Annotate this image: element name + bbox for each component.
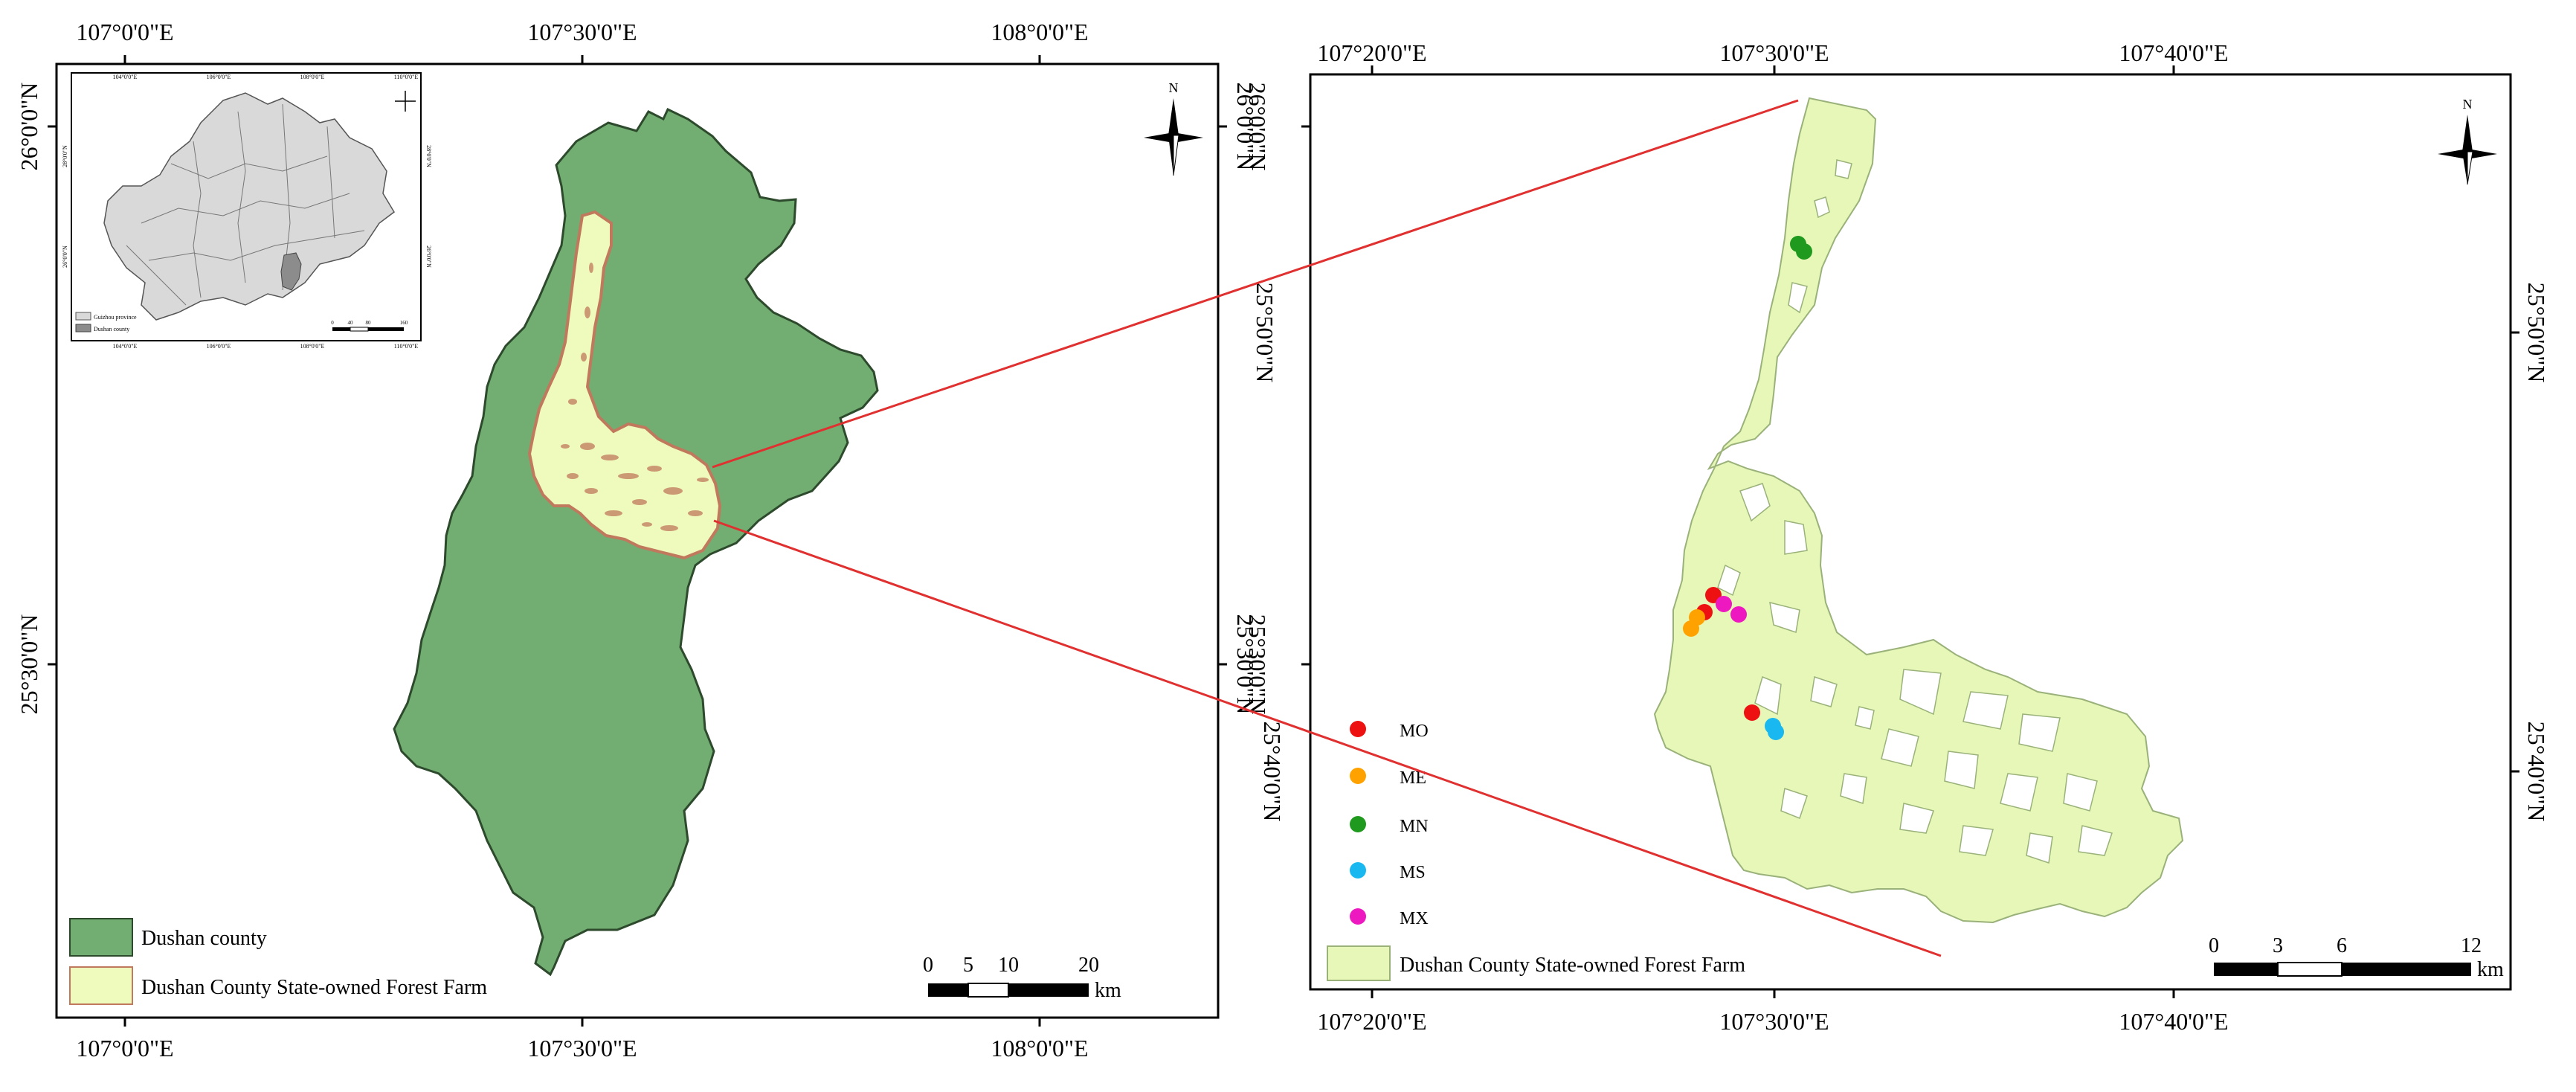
inset-lon-bottom-2: 106°0'0"E xyxy=(207,343,231,350)
north-arrow-left-icon: N xyxy=(1144,80,1203,176)
left-lon-top-2: 107°30'0"E xyxy=(527,19,637,45)
inset-lon-bottom-3: 108°0'0"E xyxy=(300,343,325,350)
point-legend-ms-label: MS xyxy=(1400,863,1426,882)
inset-legend-swatch-province xyxy=(75,312,91,321)
right-lat-left-1: 26°0'0"N xyxy=(1244,83,1271,171)
point-legend: MO ME MN MS MX xyxy=(1350,721,1429,928)
right-map-panel: 107°20'0"E 107°30'0"E 107°40'0"E 107°20'… xyxy=(1244,39,2550,1035)
inset-lat-left-1: 28°0'0"N xyxy=(62,145,68,167)
north-arrow-right-icon: N xyxy=(2438,97,2497,185)
point-mx-1 xyxy=(1716,596,1732,612)
inset-lat-left-2: 26°0'0"N xyxy=(62,245,68,268)
point-me-2 xyxy=(1683,620,1699,637)
right-lon-top-1: 107°20'0"E xyxy=(1317,39,1426,66)
left-lon-bottom-3: 108°0'0"E xyxy=(991,1035,1088,1062)
right-scalebar: 0 3 6 12 km xyxy=(2209,934,2504,981)
legend-swatch-county xyxy=(69,918,133,957)
legend-swatch-farm-right xyxy=(1327,945,1391,981)
left-lat-left-2: 25°30'0"N xyxy=(16,614,42,715)
guizhou-province-polygon xyxy=(103,92,395,321)
connector-line-top xyxy=(712,99,1799,469)
point-mo-3 xyxy=(1744,704,1760,721)
right-scale-unit: km xyxy=(2477,958,2504,981)
legend-label-county: Dushan county xyxy=(141,927,267,950)
point-legend-mo-marker xyxy=(1350,721,1366,737)
point-legend-mo-label: MO xyxy=(1400,722,1429,741)
left-scale-tick-3: 20 xyxy=(1078,954,1099,977)
left-lat-right-1: 26°0'0"N xyxy=(1232,83,1259,171)
farm-parcel-gaps xyxy=(561,263,709,531)
left-lon-top-3: 108°0'0"E xyxy=(991,19,1088,45)
svg-text:0: 0 xyxy=(331,320,334,326)
right-lon-bottom-3: 107°40'0"E xyxy=(2119,1008,2228,1035)
left-map-panel: 107°0'0"E 107°30'0"E 108°0'0"E 107°0'0"E… xyxy=(16,19,1259,1062)
inset-legend-swatch-county xyxy=(75,324,91,333)
inset-lat-right-2: 26°0'0"N xyxy=(425,245,432,268)
svg-text:N: N xyxy=(2463,97,2473,112)
svg-text:N: N xyxy=(1169,80,1179,95)
zoom-connector-lines xyxy=(712,99,1942,957)
point-mx-2 xyxy=(1730,606,1747,623)
farm-holes-right xyxy=(1717,159,2113,864)
left-lon-top-1: 107°0'0"E xyxy=(76,19,173,45)
right-lon-top-3: 107°40'0"E xyxy=(2119,39,2228,66)
point-legend-ms-marker xyxy=(1350,862,1366,879)
right-lon-top-2: 107°30'0"E xyxy=(1719,39,1829,66)
left-lat-right-2: 25°30'0"N xyxy=(1232,614,1259,715)
left-scale-unit: km xyxy=(1095,979,1121,1002)
right-lat-middle: 25°40'0"N xyxy=(1259,722,1286,822)
inset-legend-label-county: Dushan county xyxy=(94,326,129,333)
legend-swatch-farm-left xyxy=(69,966,133,1005)
point-legend-me-marker xyxy=(1350,768,1366,784)
left-scalebar: 0 5 10 20 km xyxy=(923,954,1121,1002)
inset-lat-right-1: 28°0'0"N xyxy=(425,145,432,167)
right-lon-bottom-2: 107°30'0"E xyxy=(1719,1008,1829,1035)
inset-lon-bottom-4: 110°0'0"E xyxy=(394,343,419,350)
left-lat-left-1: 26°0'0"N xyxy=(16,83,42,171)
left-legend: Dushan county Dushan County State-owned … xyxy=(69,918,487,1005)
connector-line-bottom xyxy=(713,519,1942,957)
left-scale-tick-2: 10 xyxy=(998,954,1019,977)
inset-lon-top-4: 110°0'0"E xyxy=(394,74,419,80)
right-lat-right-2: 25°40'0"N xyxy=(2523,722,2550,822)
legend-label-farm-left: Dushan County State-owned Forest Farm xyxy=(141,976,487,999)
right-scale-tick-2: 6 xyxy=(2337,934,2347,957)
inset-lon-top-1: 104°0'0"E xyxy=(113,74,138,80)
right-lat-right-1: 25°50'0"N xyxy=(2523,283,2550,383)
inset-lon-top-2: 106°0'0"E xyxy=(207,74,231,80)
point-ms-2 xyxy=(1768,724,1784,740)
inset-lon-top-3: 108°0'0"E xyxy=(300,74,325,80)
inset-lon-bottom-1: 104°0'0"E xyxy=(113,343,138,350)
right-scale-tick-1: 3 xyxy=(2273,934,2283,957)
left-scale-tick-0: 0 xyxy=(923,954,933,977)
point-mn-2 xyxy=(1796,243,1812,260)
inset-scalebar: 0 40 80 160 xyxy=(331,320,408,332)
inset-county-borders xyxy=(126,103,365,306)
right-legend: Dushan County State-owned Forest Farm xyxy=(1327,945,1745,981)
inset-locator-map: 104°0'0"E 106°0'0"E 108°0'0"E 110°0'0"E … xyxy=(62,72,432,350)
point-legend-mx-marker xyxy=(1350,908,1366,925)
point-legend-mx-label: MX xyxy=(1400,909,1429,928)
right-lat-left-2: 25°50'0"N xyxy=(1252,283,1278,383)
svg-text:80: 80 xyxy=(366,320,372,326)
svg-text:40: 40 xyxy=(348,320,354,326)
sample-points xyxy=(1683,236,1812,740)
inset-dushan-highlight xyxy=(280,252,302,291)
point-legend-mn-label: MN xyxy=(1400,817,1429,836)
right-lon-bottom-1: 107°20'0"E xyxy=(1317,1008,1426,1035)
svg-text:160: 160 xyxy=(400,320,408,326)
point-legend-mn-marker xyxy=(1350,816,1366,832)
left-scale-tick-1: 5 xyxy=(963,954,973,977)
right-scale-tick-3: 12 xyxy=(2461,934,2482,957)
inset-legend-label-province: Guizhou province xyxy=(94,314,137,321)
forest-farm-polygon-left xyxy=(527,210,722,560)
left-lon-bottom-2: 107°30'0"E xyxy=(527,1035,637,1062)
right-scale-tick-0: 0 xyxy=(2209,934,2219,957)
left-lon-bottom-1: 107°0'0"E xyxy=(76,1035,173,1062)
legend-label-farm-right: Dushan County State-owned Forest Farm xyxy=(1400,954,1745,977)
right-lat-left-3: 25°30'0"N xyxy=(1244,614,1271,715)
inset-north-arrow-icon xyxy=(395,91,416,112)
